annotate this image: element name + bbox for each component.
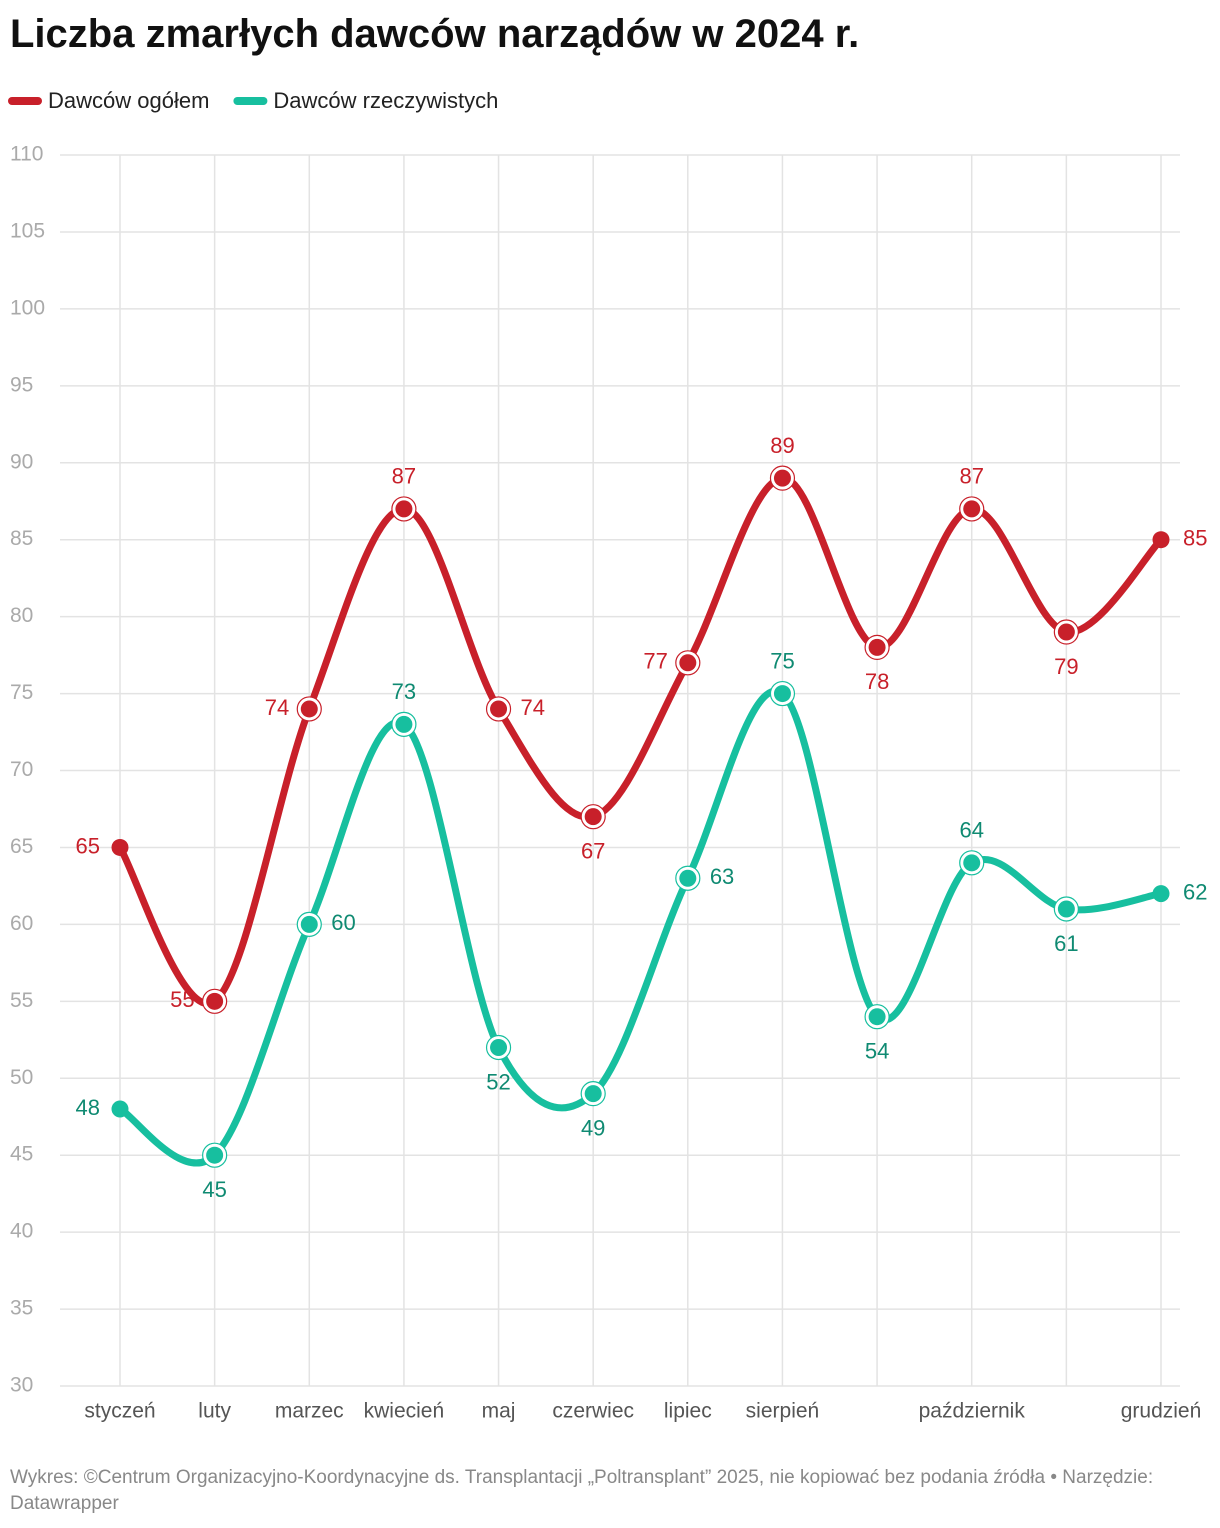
data-label: 62 <box>1183 879 1207 904</box>
marker <box>111 1100 129 1118</box>
data-label: 87 <box>392 464 416 489</box>
y-tick-label: 80 <box>10 604 33 627</box>
data-label: 54 <box>865 1039 889 1064</box>
marker <box>111 838 129 856</box>
data-label: 85 <box>1183 526 1207 551</box>
marker <box>773 469 791 487</box>
data-label: 89 <box>770 433 794 458</box>
y-tick-label: 30 <box>10 1374 33 1397</box>
data-label: 48 <box>76 1095 100 1120</box>
marker <box>679 869 697 887</box>
data-label: 78 <box>865 669 889 694</box>
data-label: 45 <box>202 1177 226 1202</box>
data-label: 79 <box>1054 654 1078 679</box>
data-label: 67 <box>581 838 605 863</box>
marker <box>1057 623 1075 641</box>
y-tick-label: 110 <box>10 143 43 166</box>
x-tick-label: maj <box>482 1400 516 1423</box>
data-label: 55 <box>170 987 194 1012</box>
y-tick-label: 75 <box>10 681 33 704</box>
marker <box>963 500 981 518</box>
data-label: 87 <box>959 464 983 489</box>
data-label: 64 <box>959 818 983 843</box>
y-tick-label: 35 <box>10 1297 33 1320</box>
marker <box>395 715 413 733</box>
x-tick-label: styczeń <box>84 1400 155 1423</box>
x-tick-label: kwiecień <box>364 1400 445 1423</box>
x-tick-label: lipiec <box>664 1400 712 1423</box>
data-label: 52 <box>486 1069 510 1094</box>
marker <box>490 700 508 718</box>
y-tick-label: 85 <box>10 527 33 550</box>
data-label: 73 <box>392 679 416 704</box>
data-label: 60 <box>331 910 355 935</box>
y-tick-label: 55 <box>10 989 33 1012</box>
marker <box>490 1038 508 1056</box>
marker <box>679 654 697 672</box>
marker <box>1057 900 1075 918</box>
y-tick-label: 105 <box>10 219 45 242</box>
marker <box>584 808 602 826</box>
x-tick-label: październik <box>919 1400 1026 1423</box>
data-label: 75 <box>770 648 794 673</box>
x-tick-label: grudzień <box>1121 1400 1202 1423</box>
marker <box>206 1146 224 1164</box>
y-tick-label: 60 <box>10 912 33 935</box>
data-label: 77 <box>643 649 667 674</box>
data-label: 61 <box>1054 931 1078 956</box>
chart: Dawców ogółem Dawców rzeczywistych 30 35 40 4… <box>8 88 1207 1423</box>
marker <box>206 992 224 1010</box>
y-tick-label: 70 <box>10 758 33 781</box>
y-tick-label: 65 <box>10 835 33 858</box>
marker <box>395 500 413 518</box>
data-label: 65 <box>76 833 100 858</box>
marker <box>868 638 886 656</box>
source-note: Wykres: ©Centrum Organizacyjno-Koordynac… <box>10 1467 1154 1514</box>
marker <box>1152 531 1170 549</box>
y-tick-label: 45 <box>10 1143 33 1166</box>
y-tick-label: 40 <box>10 1220 33 1243</box>
data-label: 49 <box>581 1115 605 1140</box>
x-tick-label: czerwiec <box>552 1400 634 1423</box>
legend-label: Dawców ogółem <box>48 88 209 113</box>
marker <box>773 685 791 703</box>
marker <box>300 700 318 718</box>
marker <box>584 1085 602 1103</box>
marker <box>300 915 318 933</box>
data-label: 74 <box>265 695 289 720</box>
data-label: 74 <box>521 695 545 720</box>
y-tick-label: 95 <box>10 373 33 396</box>
y-tick-label: 100 <box>10 296 45 319</box>
marker <box>1152 885 1170 903</box>
y-tick-label: 50 <box>10 1066 33 1089</box>
x-tick-label: luty <box>198 1400 231 1423</box>
y-tick-label: 90 <box>10 450 33 473</box>
chart-title: Liczba zmarłych dawców narządów w 2024 r… <box>10 12 860 56</box>
marker <box>963 854 981 872</box>
data-label: 63 <box>710 864 734 889</box>
x-tick-label: sierpień <box>746 1400 820 1423</box>
x-tick-label: marzec <box>275 1400 344 1423</box>
legend-label: Dawców rzeczywistych <box>273 88 498 113</box>
marker <box>868 1008 886 1026</box>
